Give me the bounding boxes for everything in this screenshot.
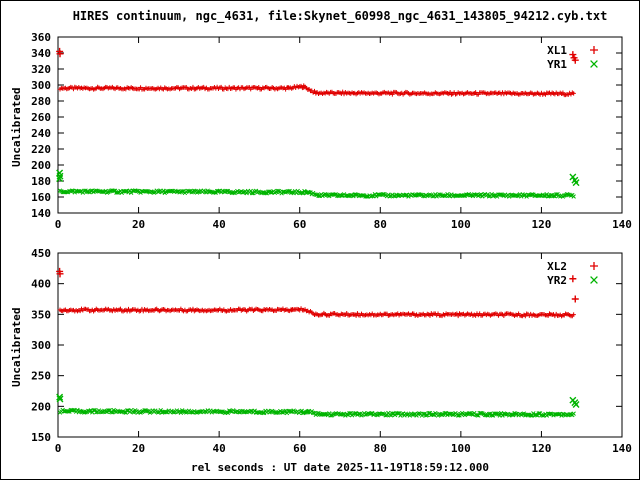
x-tick-label: 140	[612, 442, 632, 455]
legend-label: XL1	[547, 44, 567, 57]
y-tick-label: 400	[31, 278, 51, 291]
series-XL2-outliers	[56, 267, 579, 303]
series-YR2-outliers	[56, 393, 580, 408]
series-XL1-points	[57, 83, 576, 98]
legend-marker-+-icon	[590, 262, 598, 270]
legend-marker-x-icon	[590, 60, 598, 68]
x-tick-label: 120	[531, 442, 551, 455]
y-tick-label: 360	[31, 31, 51, 44]
y-tick-label: 220	[31, 143, 51, 156]
x-tick-label: 100	[451, 442, 471, 455]
x-tick-label: 100	[451, 218, 471, 231]
y-tick-label: 300	[31, 79, 51, 92]
x-tick-label: 20	[132, 442, 145, 455]
legend-label: XL2	[547, 260, 567, 273]
y-tick-label: 200	[31, 159, 51, 172]
x-axis-label: rel seconds : UT date 2025-11-19T18:59:1…	[190, 461, 489, 474]
x-tick-label: 60	[293, 442, 306, 455]
x-tick-label: 0	[55, 442, 62, 455]
y-tick-label: 280	[31, 95, 51, 108]
legend-marker-+-icon	[590, 46, 598, 54]
y-tick-label: 320	[31, 63, 51, 76]
x-tick-label: 80	[374, 218, 387, 231]
x-tick-label: 60	[293, 218, 306, 231]
y-tick-label: 300	[31, 339, 51, 352]
y-tick-label: 180	[31, 175, 51, 188]
y-tick-label: 340	[31, 47, 51, 60]
y-tick-label: 350	[31, 308, 51, 321]
legend-label: YR2	[547, 274, 567, 287]
chart-title: HIRES continuum, ngc_4631, file:Skynet_6…	[72, 9, 608, 23]
y-tick-label: 200	[31, 400, 51, 413]
series-XL1-outliers	[56, 47, 579, 64]
y-tick-label: 160	[31, 191, 51, 204]
y-tick-label: 140	[31, 207, 51, 220]
series-YR1-points	[57, 188, 576, 199]
legend-marker-x-icon	[590, 276, 598, 284]
series-YR1-outliers	[56, 169, 580, 187]
y-tick-label: 150	[31, 431, 51, 444]
y-tick-label: 250	[31, 370, 51, 383]
series-YR2-points	[57, 407, 576, 418]
y-tick-label: 240	[31, 127, 51, 140]
x-tick-label: 120	[531, 218, 551, 231]
legend-label: YR1	[547, 58, 567, 71]
x-tick-label: 0	[55, 218, 62, 231]
y-tick-label: 260	[31, 111, 51, 124]
x-tick-label: 20	[132, 218, 145, 231]
y-tick-label: 450	[31, 247, 51, 260]
series-XL2-points	[57, 306, 576, 319]
x-tick-label: 140	[612, 218, 632, 231]
plot-border	[57, 36, 623, 214]
x-tick-label: 40	[213, 218, 226, 231]
x-tick-label: 40	[213, 442, 226, 455]
x-tick-label: 80	[374, 442, 387, 455]
plot-border	[57, 252, 623, 438]
